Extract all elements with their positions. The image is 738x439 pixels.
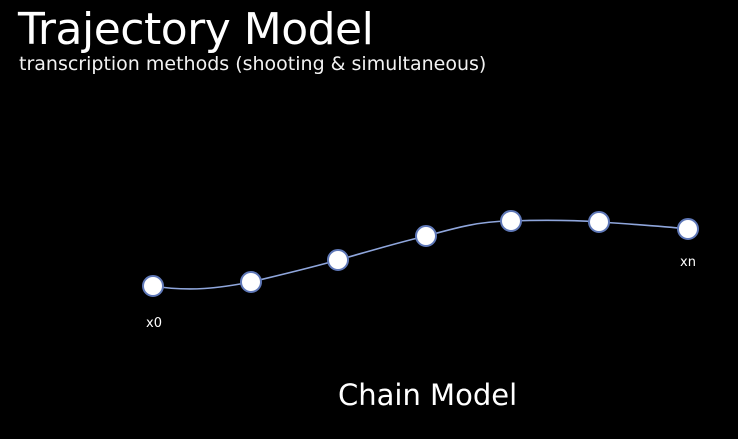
slide-subtitle: transcription methods (shooting & simult… [19, 53, 487, 75]
slide-title: Trajectory Model [18, 4, 374, 55]
chain-node-1 [240, 271, 262, 293]
chain-node-6 [677, 218, 699, 240]
chain-node-2 [327, 249, 349, 271]
diagram-caption: Chain Model [338, 378, 518, 412]
chain-node-4 [500, 210, 522, 232]
node-label-start: x0 [146, 316, 162, 331]
chain-node-0 [142, 275, 164, 297]
node-layer [142, 210, 699, 297]
chain-node-5 [588, 211, 610, 233]
chain-node-3 [415, 225, 437, 247]
node-label-end: xn [680, 255, 696, 270]
